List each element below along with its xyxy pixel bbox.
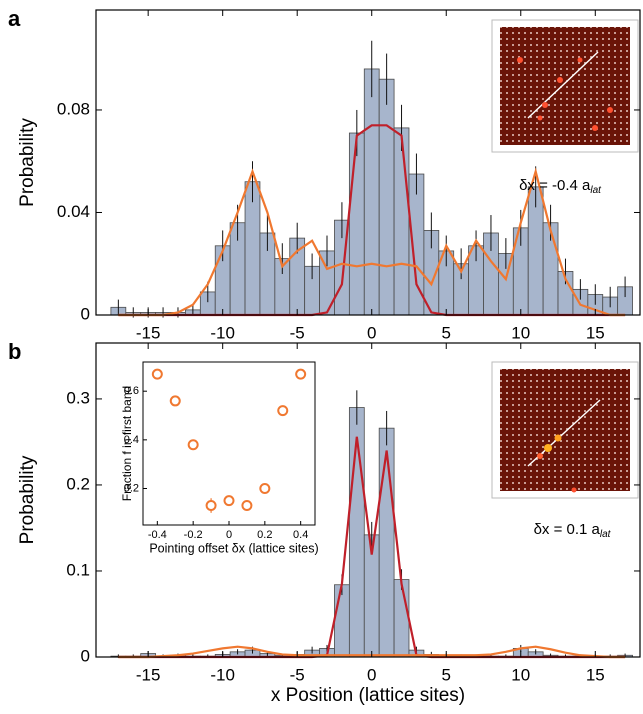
x-tick-label: 0	[226, 529, 232, 541]
bar	[393, 579, 410, 658]
x-tick-label: -10	[210, 665, 235, 684]
lattice-image-a	[491, 19, 639, 153]
x-tick-label: -15	[136, 665, 161, 684]
y-tick-label: 0.6	[124, 385, 139, 397]
x-axis-label: x Position (lattice sites)	[271, 685, 465, 706]
bar	[334, 584, 350, 658]
point	[169, 395, 181, 407]
point	[259, 483, 271, 495]
lattice-image-b	[491, 361, 639, 499]
plot-frame	[95, 9, 641, 316]
x-tick-label: 5	[442, 665, 451, 684]
image-caption: δx = 0.1 alat	[534, 521, 612, 540]
point	[205, 500, 217, 512]
bar	[393, 127, 410, 316]
x-tick-label: 5	[442, 323, 451, 342]
x-tick-label: 0	[367, 665, 376, 684]
inset-y-label: Fraction f in first band	[120, 386, 134, 501]
caption-subscript: lat	[590, 185, 602, 196]
point	[295, 368, 307, 380]
panel-label: a	[8, 6, 21, 31]
x-tick-label: -5	[290, 665, 305, 684]
x-tick-label: 0.2	[257, 529, 272, 541]
panel-label: b	[8, 339, 21, 364]
bar	[378, 78, 395, 316]
y-tick-label: 0.08	[57, 99, 90, 118]
point	[277, 405, 289, 417]
y-tick-label: 0.2	[124, 482, 139, 494]
x-tick-label: 15	[586, 323, 605, 342]
y-axis-label: Probability	[17, 118, 38, 207]
bar	[363, 68, 380, 316]
x-tick-label: -0.4	[148, 529, 167, 541]
y-tick-label: 0.3	[66, 388, 90, 407]
bar	[348, 132, 365, 316]
bar	[378, 427, 395, 658]
point	[151, 368, 163, 380]
caption-text: δx = 0.1 a	[534, 521, 601, 538]
model-line	[118, 167, 626, 317]
y-tick-label: 0.1	[66, 560, 90, 579]
y-tick-label: 0.2	[66, 474, 90, 493]
y-tick-label: 0	[81, 646, 90, 665]
image-caption: δx = -0.4 alat	[519, 177, 602, 196]
y-tick-label: 0.04	[57, 202, 90, 221]
x-tick-label: 0	[367, 323, 376, 342]
point	[223, 495, 235, 507]
y-tick-label: 0	[81, 304, 90, 323]
x-tick-label: -10	[210, 323, 235, 342]
inset-x-label: Pointing offset δx (lattice sites)	[149, 541, 318, 555]
y-axis-label: Probability	[17, 455, 38, 544]
point	[241, 500, 253, 512]
x-tick-label: -15	[136, 323, 161, 342]
plot-frame	[95, 342, 641, 658]
x-tick-label: 0.4	[293, 529, 308, 541]
point	[187, 439, 199, 451]
x-tick-label: 10	[511, 665, 530, 684]
caption-text: δx = -0.4 a	[519, 177, 591, 194]
x-tick-label: -5	[290, 323, 305, 342]
x-tick-label: 10	[511, 323, 530, 342]
x-tick-label: -0.2	[184, 529, 203, 541]
caption-subscript: lat	[600, 529, 612, 540]
y-tick-label: 0.4	[124, 434, 139, 446]
x-tick-label: 15	[586, 665, 605, 684]
